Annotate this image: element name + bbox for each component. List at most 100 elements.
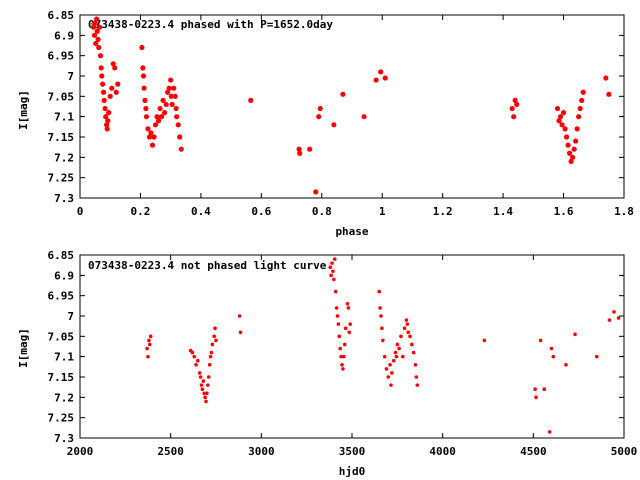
phased-y-tick-label: 7.05 [48, 90, 75, 103]
phased-data-point [361, 114, 367, 120]
unphased-data-point [533, 387, 537, 392]
unphased-data-point [238, 330, 243, 335]
phased-data-point [91, 24, 97, 30]
unphased-data-point [340, 363, 344, 367]
unphased-y-tick-label: 6.9 [54, 269, 74, 282]
phased-x-tick-label: 1.6 [554, 205, 574, 218]
unphased-data-point [202, 391, 207, 396]
unphased-data-point [199, 383, 204, 387]
unphased-data-point [342, 354, 346, 359]
phased-data-point [571, 146, 577, 152]
phased-data-point [382, 75, 388, 81]
unphased-data-point [146, 354, 150, 359]
phased-data-point [177, 134, 183, 140]
unphased-data-point [616, 316, 621, 320]
phased-data-point [151, 134, 157, 140]
phased-data-point [103, 122, 110, 128]
unphased-data-point [573, 332, 577, 337]
phased-x-tick-label: 0.8 [312, 205, 332, 218]
phased-data-point [100, 81, 106, 87]
phased-data-point [554, 105, 561, 112]
unphased-x-axis-label: hjd0 [339, 465, 366, 478]
unphased-data-point [207, 363, 212, 367]
phased-data-point [149, 142, 156, 148]
unphased-data-point [213, 326, 217, 331]
unphased-data-point [206, 375, 211, 379]
unphased-data-point [197, 371, 202, 375]
phased-x-tick-label: 0.4 [191, 205, 211, 218]
unphased-data-point [612, 310, 616, 314]
unphased-data-point [549, 346, 554, 351]
phased-y-tick-label: 7.25 [48, 172, 75, 185]
unphased-data-point [538, 338, 543, 343]
phased-data-point [562, 126, 568, 132]
unphased-x-tick-label: 4500 [520, 445, 547, 458]
unphased-data-point [330, 261, 334, 265]
unphased-x-tick-label: 3000 [248, 445, 275, 458]
unphased-y-tick-label: 7.3 [54, 432, 74, 445]
phased-data-point [567, 150, 573, 156]
phased-x-tick-label: 0.2 [131, 205, 151, 218]
unphased-x-tick-label: 4000 [429, 445, 456, 458]
phased-data-point [317, 105, 323, 112]
unphased-data-point [411, 350, 416, 355]
unphased-data-point [386, 375, 391, 379]
unphased-data-point [384, 367, 389, 371]
phased-data-point [110, 61, 116, 67]
phased-y-tick-label: 6.95 [48, 50, 75, 63]
phased-data-point [94, 28, 100, 34]
phased-data-point [107, 93, 113, 99]
unphased-data-point [415, 383, 420, 387]
unphased-data-point [551, 354, 556, 359]
unphased-data-point [237, 314, 242, 318]
phased-y-axis-label: I[mag] [17, 90, 30, 130]
phased-data-point [102, 105, 108, 112]
phased-x-axis-label: phase [335, 225, 368, 238]
phased-data-point [109, 85, 115, 91]
unphased-data-point [196, 358, 200, 363]
unphased-data-point [212, 334, 216, 339]
unphased-chart-title: 073438-0223.4 not phased light curve [88, 259, 327, 272]
unphased-data-point [378, 306, 382, 310]
unphased-data-point [390, 371, 394, 375]
unphased-data-point [208, 354, 213, 359]
unphased-data-point [200, 387, 205, 392]
phased-data-point [165, 89, 171, 95]
phased-y-tick-label: 7.1 [54, 111, 74, 124]
phased-data-point [148, 130, 154, 136]
unphased-data-point [345, 302, 350, 306]
unphased-data-point [339, 354, 343, 359]
unphased-data-point [214, 338, 218, 343]
phased-data-point [160, 97, 166, 103]
unphased-data-point [190, 350, 195, 355]
unphased-data-point [394, 354, 399, 359]
phased-data-point [100, 89, 107, 95]
unphased-data-point [391, 358, 396, 363]
phased-data-point [94, 16, 100, 22]
phased-data-point [146, 134, 153, 140]
phased-data-point [96, 44, 102, 51]
unphased-x-tick-label: 3500 [339, 445, 366, 458]
phased-data-point [105, 118, 111, 124]
phased-data-point [106, 110, 112, 116]
unphased-data-point [336, 322, 341, 326]
unphased-y-tick-label: 7.05 [48, 330, 75, 343]
phased-data-point [140, 73, 147, 79]
unphased-y-tick-label: 7.15 [48, 371, 75, 384]
phased-data-point [378, 69, 384, 75]
unphased-data-point [335, 314, 340, 318]
phased-data-point [166, 85, 172, 91]
phased-data-point [313, 189, 319, 195]
unphased-data-point [206, 383, 210, 387]
unphased-x-tick-label: 2500 [157, 445, 184, 458]
phased-data-point [172, 93, 178, 99]
phased-data-point [169, 101, 175, 108]
phased-data-point [141, 85, 147, 91]
unphased-data-point [329, 273, 333, 278]
unphased-data-point [547, 430, 552, 434]
unphased-data-point [348, 322, 352, 326]
unphased-data-point [346, 306, 351, 310]
phased-data-point [101, 97, 107, 103]
unphased-data-point [382, 354, 387, 359]
unphased-data-point [399, 334, 403, 339]
